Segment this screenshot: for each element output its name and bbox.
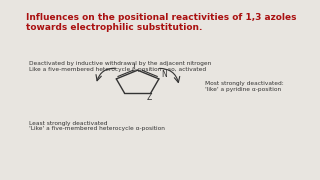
Text: Most strongly deactivated:
'like' a pyridine α-position: Most strongly deactivated: 'like' a pyri… <box>205 81 284 92</box>
Text: Influences on the positional reactivities of 1,3 azoles
towards electrophilic su: Influences on the positional reactivitie… <box>26 13 296 32</box>
Text: N: N <box>161 70 167 79</box>
Text: Deactivated by inductive withdrawal by the adjacent nitrogen
Like a five-membere: Deactivated by inductive withdrawal by t… <box>29 61 211 72</box>
Text: Z: Z <box>147 93 152 102</box>
Text: Least strongly deactivated
'Like' a five-membered heterocycle α-position: Least strongly deactivated 'Like' a five… <box>29 121 165 131</box>
